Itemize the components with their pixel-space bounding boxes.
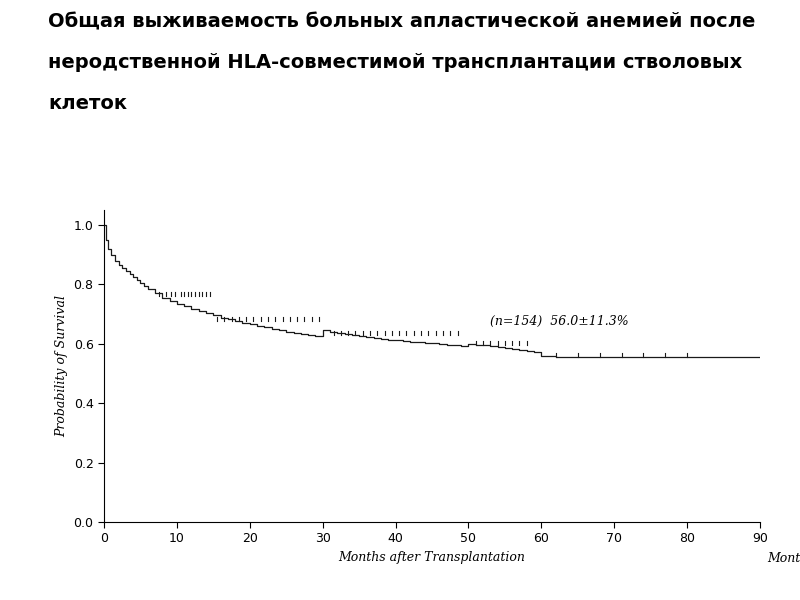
X-axis label: Months after Transplantation: Months after Transplantation: [338, 551, 526, 564]
Y-axis label: Probability of Survival: Probability of Survival: [55, 295, 68, 437]
Text: (n=154)  56.0±11.3%: (n=154) 56.0±11.3%: [490, 315, 629, 328]
Text: Общая выживаемость больных апластической анемией после: Общая выживаемость больных апластической…: [48, 12, 755, 31]
Text: неродственной HLA-совместимой трансплантации стволовых: неродственной HLA-совместимой трансплант…: [48, 53, 742, 72]
Text: клеток: клеток: [48, 94, 127, 113]
Text: Months: Months: [767, 552, 800, 565]
